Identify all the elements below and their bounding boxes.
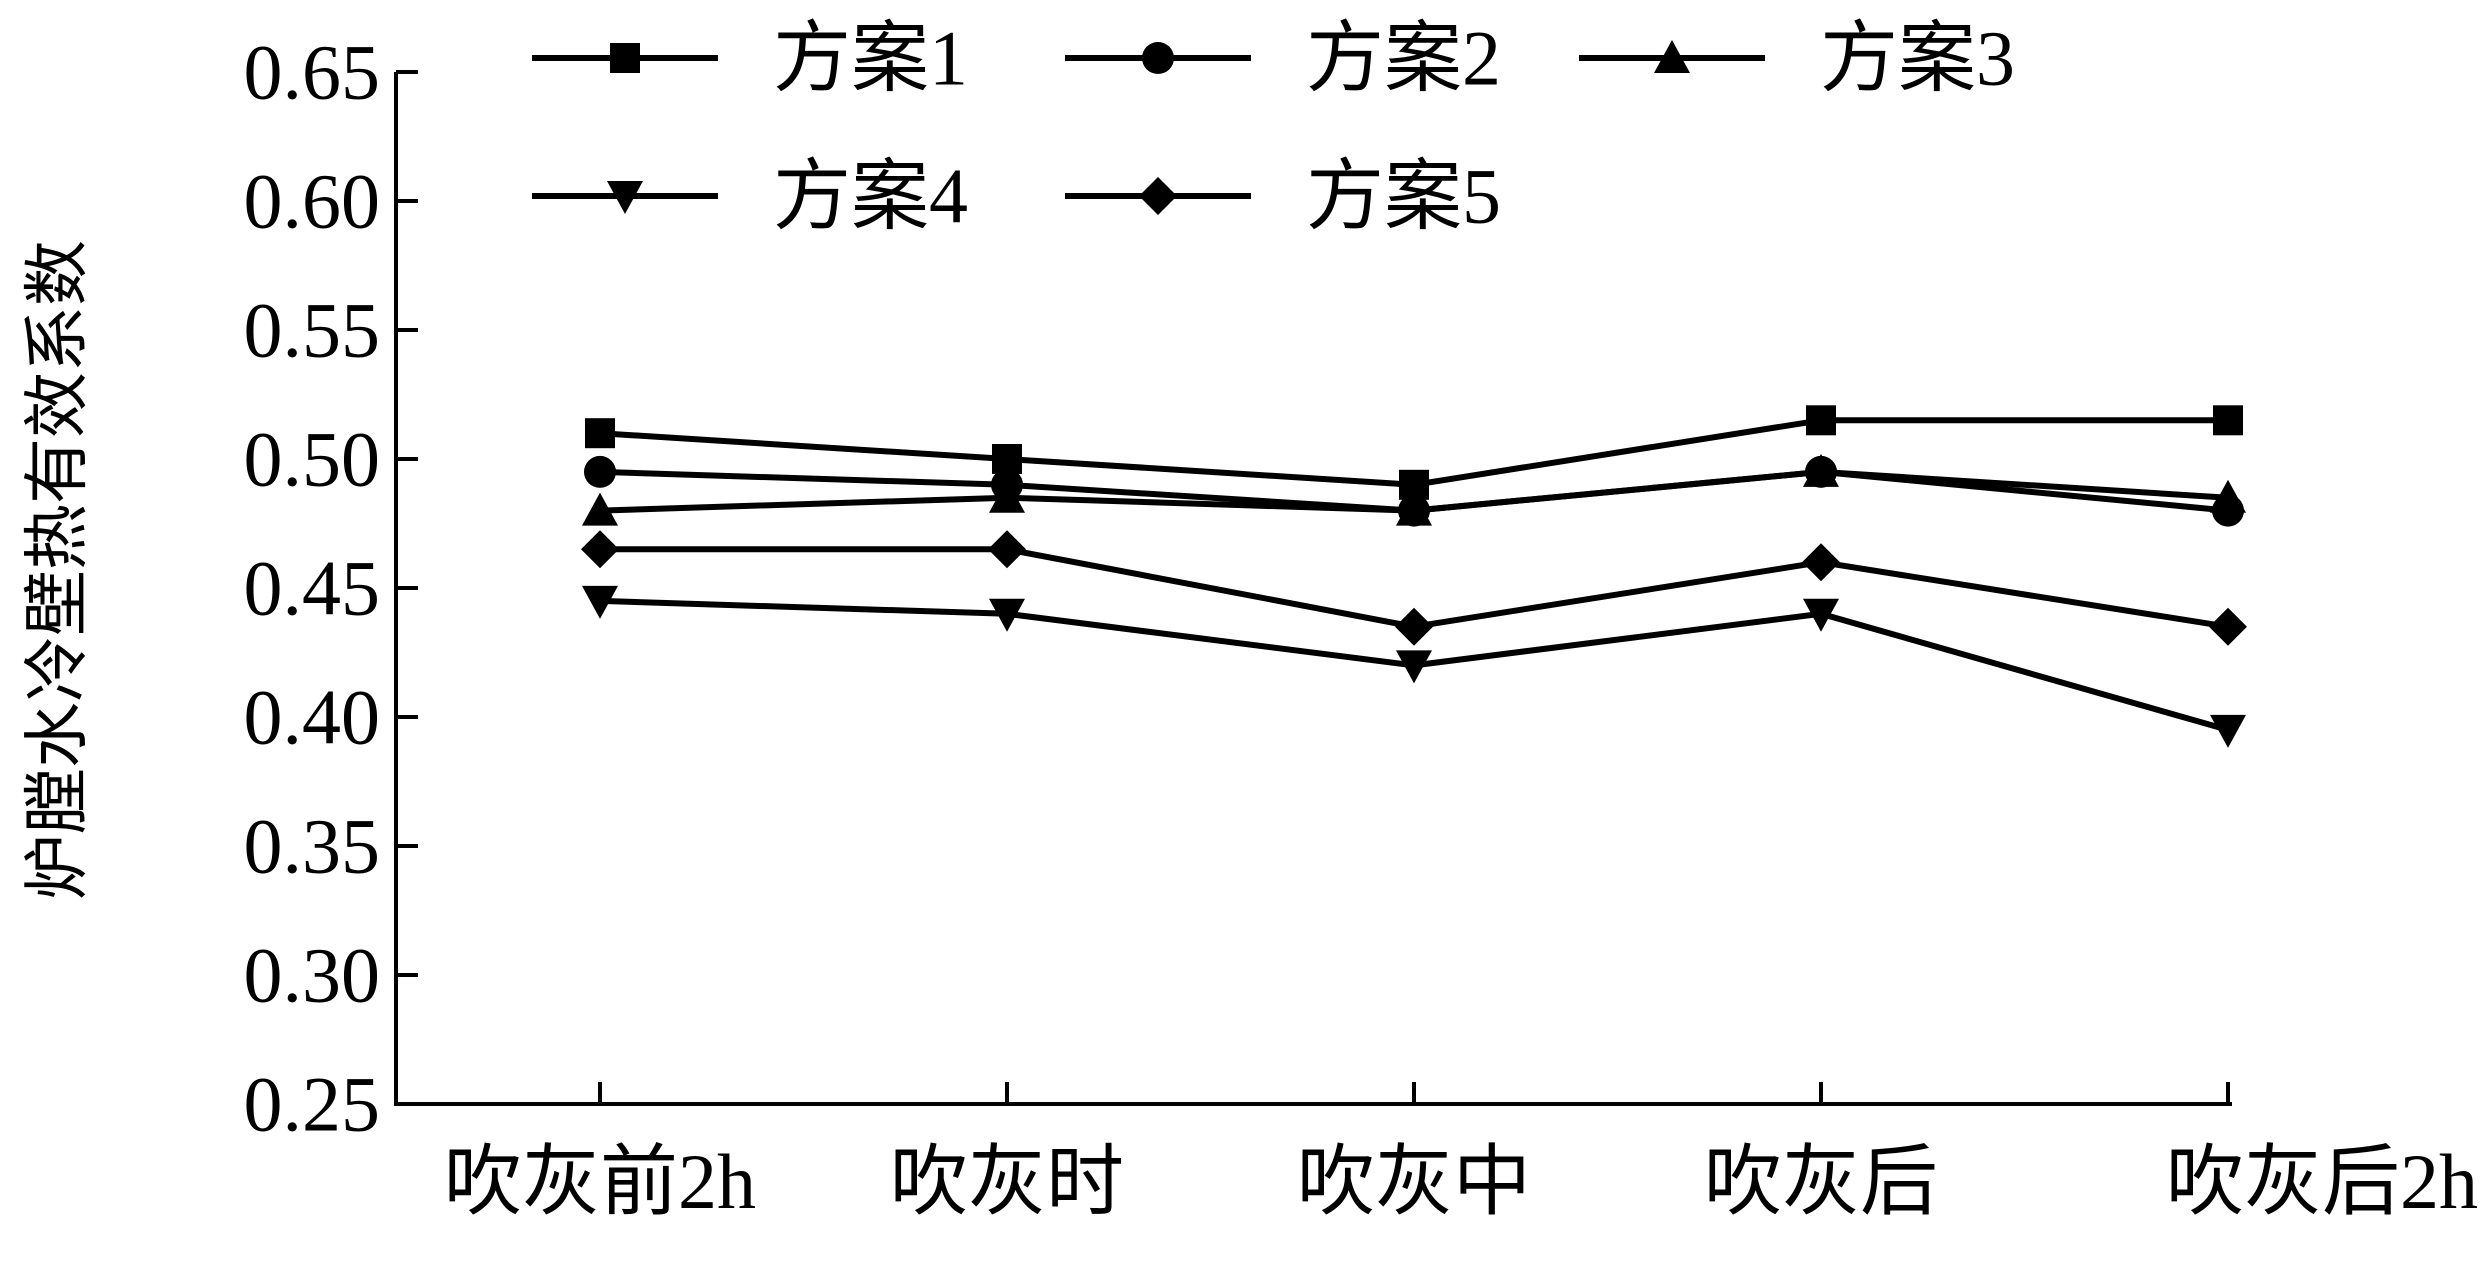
data-point	[2210, 714, 2246, 748]
y-tick-label: 0.65	[244, 29, 381, 116]
series-3	[582, 453, 2246, 526]
x-category-label: 吹灰后	[1704, 1138, 1938, 1225]
x-category-label: 吹灰中	[1297, 1138, 1531, 1225]
y-tick-label: 0.40	[244, 674, 381, 761]
y-axis-ticks: 0.25 0.30 0.35 0.40 0.45 0.50 0.55 0.60 0.65	[244, 29, 418, 1148]
data-point	[584, 455, 616, 488]
legend-label: 方案1	[773, 15, 968, 102]
data-point	[2209, 607, 2247, 646]
legend-item: 方案1	[532, 15, 968, 102]
data-point	[1806, 405, 1836, 436]
y-tick-label: 0.45	[244, 545, 381, 632]
legend-marker	[610, 43, 640, 73]
series-5	[581, 530, 2247, 646]
legend-label: 方案2	[1306, 15, 1501, 102]
series-4	[582, 585, 2246, 748]
legend-marker	[607, 181, 643, 214]
y-tick-label: 0.50	[244, 416, 381, 503]
series-group	[581, 405, 2247, 748]
data-point	[988, 530, 1026, 569]
legend: 方案1 方案2 方案3 方案4 方案5	[532, 15, 2015, 240]
y-tick-label: 0.30	[244, 932, 381, 1019]
data-point	[2210, 479, 2246, 513]
y-tick-label: 0.60	[244, 158, 381, 245]
y-tick-label: 0.35	[244, 803, 381, 890]
legend-marker	[1139, 177, 1177, 215]
legend-label: 方案4	[773, 153, 968, 240]
data-point	[585, 418, 615, 449]
series-1	[585, 405, 2243, 500]
y-tick-label: 0.55	[244, 287, 381, 374]
data-point	[1396, 492, 1432, 526]
data-point	[582, 492, 618, 526]
data-point	[2213, 405, 2243, 436]
y-axis-label: 炉膛水冷壁热有效系数	[22, 240, 95, 900]
data-point	[1396, 650, 1432, 684]
data-point	[1803, 453, 1839, 487]
legend-marker	[1142, 42, 1174, 74]
legend-label: 方案5	[1306, 153, 1501, 240]
x-category-label: 吹灰前2h	[444, 1138, 756, 1225]
data-point	[581, 530, 619, 569]
legend-item: 方案2	[1065, 15, 1501, 102]
data-point	[1802, 543, 1840, 582]
x-category-label: 吹灰时	[890, 1138, 1124, 1225]
legend-item: 方案4	[532, 153, 968, 240]
data-point	[989, 479, 1025, 513]
data-point	[1395, 607, 1433, 646]
data-point	[1803, 598, 1839, 632]
x-axis-ticks: 吹灰前2h 吹灰时 吹灰中 吹灰后 吹灰后2h	[444, 1082, 2478, 1225]
legend-item: 方案3	[1579, 15, 2015, 102]
legend-label: 方案3	[1820, 15, 2015, 102]
legend-marker	[1654, 40, 1690, 73]
legend-item: 方案5	[1065, 153, 1501, 240]
y-tick-label: 0.25	[244, 1061, 381, 1148]
data-point	[989, 598, 1025, 632]
x-category-label: 吹灰后2h	[2166, 1138, 2478, 1225]
data-point	[582, 585, 618, 619]
